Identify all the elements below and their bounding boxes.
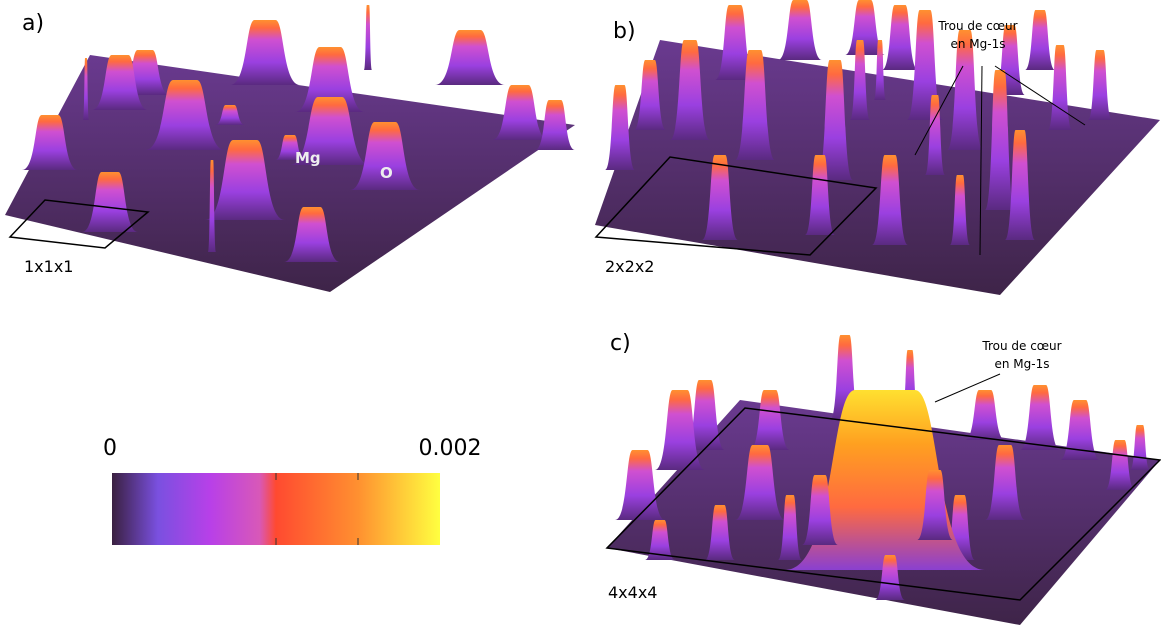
surface-peak (275, 135, 305, 160)
colorbar-max: 0.002 (419, 436, 482, 461)
surface-peak (850, 40, 870, 120)
panel-label: b) (613, 19, 636, 44)
surface-peak (290, 97, 370, 165)
panel-label: a) (22, 11, 44, 36)
surface-peak (605, 85, 635, 170)
surface-peak (22, 115, 78, 170)
surface-peak (1130, 425, 1150, 470)
note: Trou de cœur (981, 339, 1061, 353)
surface-peak (750, 390, 790, 450)
surface-peak (295, 47, 365, 112)
pointer (979, 65, 983, 256)
pointer (934, 373, 1001, 403)
surface-peak (950, 175, 970, 245)
surface-peak (917, 470, 953, 540)
surface-peak (875, 555, 905, 600)
atom-label: O (380, 164, 393, 182)
surface-peak (805, 155, 835, 235)
unit-cell (594, 156, 878, 256)
surface-peak (670, 40, 710, 140)
surface-peak (230, 20, 300, 85)
surface-peak (882, 5, 918, 70)
surface-peak (874, 40, 886, 100)
surface-peak (802, 475, 838, 545)
surface-peak (705, 505, 735, 560)
surface-peak (83, 58, 89, 120)
panel-a (5, 5, 575, 292)
panel-c (607, 335, 1160, 625)
surface-peak (492, 85, 548, 140)
pointer (914, 65, 964, 156)
surface-peak (1060, 400, 1100, 460)
note: en Mg-1s (995, 357, 1050, 371)
colorbar-ramp (112, 473, 440, 545)
surface-peak (208, 160, 216, 252)
panel-label: c) (610, 331, 631, 356)
surface-peak (735, 445, 785, 520)
surface-peak (634, 60, 666, 130)
surface-peak (735, 50, 775, 160)
unit-cell (605, 407, 1161, 601)
surface-peak (715, 5, 755, 80)
overlay: a) b) c) 1x1x1 2x2x2 4x4x4 Mg O Trou de … (8, 11, 1161, 602)
surface-peak (947, 30, 983, 150)
pointer (994, 65, 1086, 126)
surface-peak (615, 450, 665, 520)
surface-peak (284, 207, 340, 262)
surface-peak (985, 445, 1025, 520)
atom-label: Mg (295, 149, 321, 167)
surface-peak (215, 105, 245, 125)
surface-peak (1105, 440, 1135, 490)
surface-peak (925, 95, 945, 175)
surface-peak (845, 0, 885, 55)
surface-peak (350, 122, 420, 190)
surface-peak (645, 520, 675, 560)
surface-peak (364, 5, 372, 70)
colorbar: 0 0.002 (103, 436, 481, 545)
surface-peak (435, 30, 505, 85)
note: Trou de cœur (937, 19, 1017, 33)
surface-peak (702, 155, 738, 240)
surface-peak (907, 10, 943, 120)
unit-cell (8, 199, 150, 249)
surface-peak (685, 380, 725, 450)
surface-peak (965, 390, 1005, 440)
surface-peak (778, 0, 822, 60)
surface-peak (817, 60, 853, 180)
cell-label: 4x4x4 (608, 583, 657, 602)
surface-peak (1088, 50, 1112, 120)
surface-peak (145, 80, 225, 150)
surface-peak (985, 70, 1015, 210)
panel-b (595, 0, 1160, 295)
note: en Mg-1s (951, 37, 1006, 51)
surface-base (5, 55, 575, 292)
surface-peak (872, 155, 908, 245)
surface-peak (1005, 130, 1035, 240)
surface-peak (92, 55, 148, 110)
cell-label: 1x1x1 (24, 257, 73, 276)
surface-peak (82, 172, 138, 232)
surface-peak (1020, 385, 1060, 450)
surface-peak (655, 390, 705, 470)
surface-peak (535, 100, 575, 150)
surface-peak (1048, 45, 1072, 130)
cell-label: 2x2x2 (605, 257, 654, 276)
surface-peak (1025, 10, 1055, 70)
colorbar-min: 0 (103, 436, 117, 461)
surface-peak (778, 495, 802, 560)
surface-peak (205, 140, 285, 220)
